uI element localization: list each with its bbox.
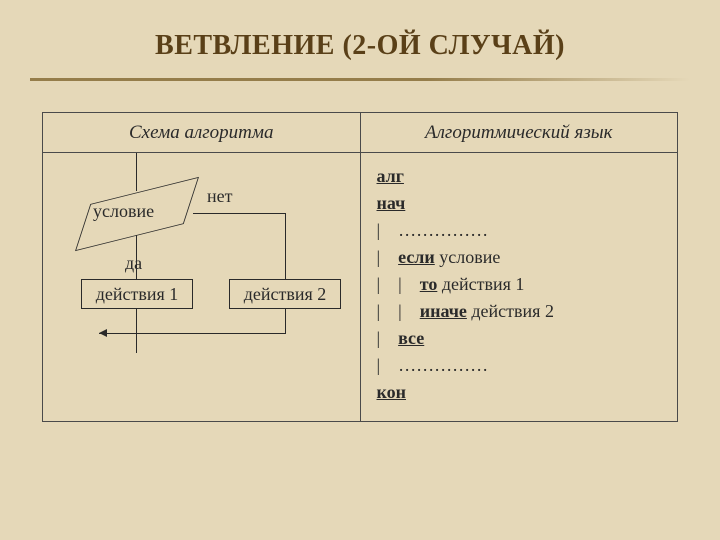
kw-inache: иначе (420, 301, 467, 321)
kw-esli: если (398, 247, 435, 267)
header-right: Алгоритмический язык (361, 113, 678, 152)
condition-label: условие (93, 201, 154, 222)
sp (402, 301, 420, 321)
yes-label: да (125, 253, 142, 274)
main-table: Схема алгоритма Алгоритмический язык усл… (42, 112, 678, 422)
code-cell: алг нач | …………… | если условие | | то де… (361, 153, 678, 422)
kw-vse: все (398, 328, 424, 348)
content-row: условие нет да действия 1 действия 2 алг… (43, 153, 677, 422)
action1-box: действия 1 (81, 279, 193, 309)
d2-text: действия 2 (467, 301, 554, 321)
no-label: нет (207, 186, 233, 207)
header-left: Схема алгоритма (43, 113, 361, 152)
kw-alg: алг (377, 166, 404, 186)
line-merge2-h (103, 333, 286, 334)
title-underline (30, 78, 690, 81)
sp (380, 301, 398, 321)
line-entry (136, 153, 137, 191)
d1-text: действия 1 (437, 274, 524, 294)
line-merge-tick (99, 333, 107, 334)
sp (380, 274, 398, 294)
kw-to: то (420, 274, 438, 294)
cond-text: условие (435, 247, 501, 267)
sp (380, 355, 398, 375)
sp (402, 274, 420, 294)
line-merge1-v (136, 309, 137, 353)
code-block: алг нач | …………… | если условие | | то де… (361, 153, 678, 416)
line-no-v (285, 213, 286, 279)
kw-kon: кон (377, 382, 407, 402)
dots2: …………… (398, 355, 488, 375)
action2-box: действия 2 (229, 279, 341, 309)
sp (380, 328, 398, 348)
dots1: …………… (398, 220, 488, 240)
header-row: Схема алгоритма Алгоритмический язык (43, 113, 677, 153)
sp (380, 220, 398, 240)
flowchart-cell: условие нет да действия 1 действия 2 (43, 153, 361, 422)
kw-nach: нач (377, 193, 406, 213)
sp (380, 247, 398, 267)
line-no-h (193, 213, 285, 214)
page-title: ВЕТВЛЕНИЕ (2-ОЙ СЛУЧАЙ) (0, 0, 720, 70)
line-merge2-v (285, 309, 286, 333)
